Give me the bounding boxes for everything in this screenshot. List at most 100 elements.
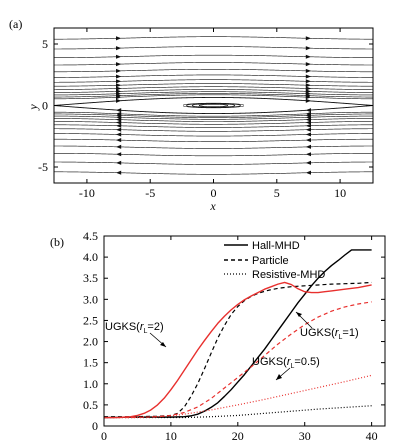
panel-a-streamline-plot: (a) -10 -5 0 5 10 -5 0 5 x y	[9, 17, 374, 213]
streamline-arrow	[305, 89, 311, 94]
streamline	[54, 133, 373, 137]
streamline-arrow	[116, 74, 122, 79]
streamline-arrow	[116, 68, 122, 73]
streamline	[54, 161, 373, 165]
streamline-arrow	[116, 132, 122, 137]
streamline	[54, 86, 373, 90]
streamline	[199, 104, 228, 106]
y-tick-label: 2.5	[83, 313, 98, 327]
streamline-arrow	[305, 79, 311, 84]
annotation-arrowhead-rl2	[160, 342, 166, 347]
streamline	[54, 145, 373, 149]
streamline-arrow	[305, 36, 311, 41]
x-tick-label: 30	[299, 429, 311, 443]
x-tick-label: 0	[211, 186, 217, 200]
streamline	[54, 128, 373, 132]
annotation-ugks-rl2: UGKS(rL=2)	[105, 321, 164, 335]
annotation-ugks-rl05: UGKS(rL=0.5)	[252, 356, 320, 370]
streamline	[54, 62, 373, 66]
streamline-arrow	[116, 89, 122, 94]
y-tick-label: 0	[42, 99, 48, 113]
streamline	[54, 91, 373, 96]
series-line-particle	[104, 281, 372, 418]
y-tick-label: 2.0	[83, 335, 98, 349]
streamline-arrows	[116, 36, 311, 175]
streamline-arrow	[305, 83, 311, 88]
panel-b-label: (b)	[50, 235, 64, 249]
streamline-arrow	[305, 160, 311, 165]
streamline-arrow	[116, 127, 122, 132]
annotation-arrowhead-rl05	[276, 374, 282, 380]
annotation-arrowhead-rl1	[296, 312, 302, 317]
streamline	[191, 105, 236, 108]
series-line-ugks-rl-2-	[104, 281, 372, 419]
streamline-arrow	[116, 46, 122, 51]
streamline-arrow	[305, 132, 311, 137]
streamline-arrow	[305, 123, 311, 128]
y-tick-label: 1.0	[83, 377, 98, 391]
panel-b-line-chart: (b) 0 10 20 30 40 0 0.5 1.0 1.5 2.0 2.5 3.0 3.5 4.0 4.…	[50, 229, 386, 443]
streamline-arrow	[116, 123, 122, 128]
panel-a-ticks: -10 -5 0 5 10 -5 0 5	[38, 28, 373, 200]
streamline-arrow	[116, 160, 122, 165]
streamline	[54, 113, 373, 118]
y-tick-label: 1.5	[83, 356, 98, 370]
streamline-arrow	[116, 79, 122, 84]
panel-a-frame	[53, 27, 374, 184]
streamline	[54, 105, 373, 114]
y-tick-label: 3.5	[83, 271, 98, 285]
annotations: UGKS(rL=2) UGKS(rL=1) UGKS(rL=0.5)	[105, 311, 359, 381]
legend-label-resistive-mhd: Resistive-MHD	[252, 269, 325, 281]
streamline-arrow	[116, 138, 122, 143]
streamline-arrow	[116, 62, 122, 67]
x-tick-label: 40	[366, 429, 378, 443]
x-tick-label: 20	[232, 429, 244, 443]
streamline-arrow	[116, 117, 122, 122]
streamline	[54, 74, 373, 78]
streamline-arrow	[305, 117, 311, 122]
y-tick-label: 0	[92, 419, 98, 433]
streamline	[54, 69, 373, 73]
streamline	[54, 46, 373, 50]
panel-b-ticks: 0 10 20 30 40 0 0.5 1.0 1.5 2.0 2.5 3.0 3.5 4.0 4.5	[83, 229, 385, 443]
x-tick-label: 5	[274, 186, 280, 200]
streamline-arrow	[116, 120, 122, 125]
streamline	[54, 171, 373, 175]
legend-label-particle: Particle	[252, 255, 289, 267]
streamline-arrow	[305, 46, 311, 51]
streamline	[199, 105, 228, 107]
streamline-arrow	[305, 120, 311, 125]
x-tick-label: 10	[165, 429, 177, 443]
streamline-arrow	[305, 68, 311, 73]
annotation-ugks-rl1: UGKS(rL=1)	[300, 327, 359, 341]
streamline-arrow	[116, 108, 122, 113]
x-tick-label: 10	[334, 186, 346, 200]
streamline-arrow	[116, 152, 122, 157]
streamline	[183, 102, 244, 106]
streamline-arrow	[305, 144, 311, 149]
y-tick-label: 3.0	[83, 292, 98, 306]
streamline-arrow	[116, 83, 122, 88]
streamlines	[54, 36, 373, 175]
streamline-arrow	[116, 170, 122, 175]
x-tick-label: -5	[145, 186, 155, 200]
x-tick-label: 0	[101, 429, 107, 443]
streamline	[54, 54, 373, 58]
streamline-arrow	[116, 98, 122, 103]
series-line-ugks-rl-1-	[104, 301, 372, 419]
streamline	[54, 121, 373, 125]
streamline	[54, 93, 373, 98]
y-tick-label: -5	[38, 160, 48, 174]
streamline	[54, 118, 373, 122]
streamline	[54, 124, 373, 128]
streamline-arrow	[305, 152, 311, 157]
streamline	[54, 36, 373, 40]
panel-a-ylabel: y	[26, 104, 40, 111]
streamline	[54, 97, 373, 106]
legend-label-hall-mhd: Hall-MHD	[252, 240, 300, 252]
streamline	[183, 105, 244, 109]
series-line-resistive-mhd	[104, 405, 372, 419]
streamline-arrow	[305, 138, 311, 143]
streamline	[54, 138, 373, 142]
